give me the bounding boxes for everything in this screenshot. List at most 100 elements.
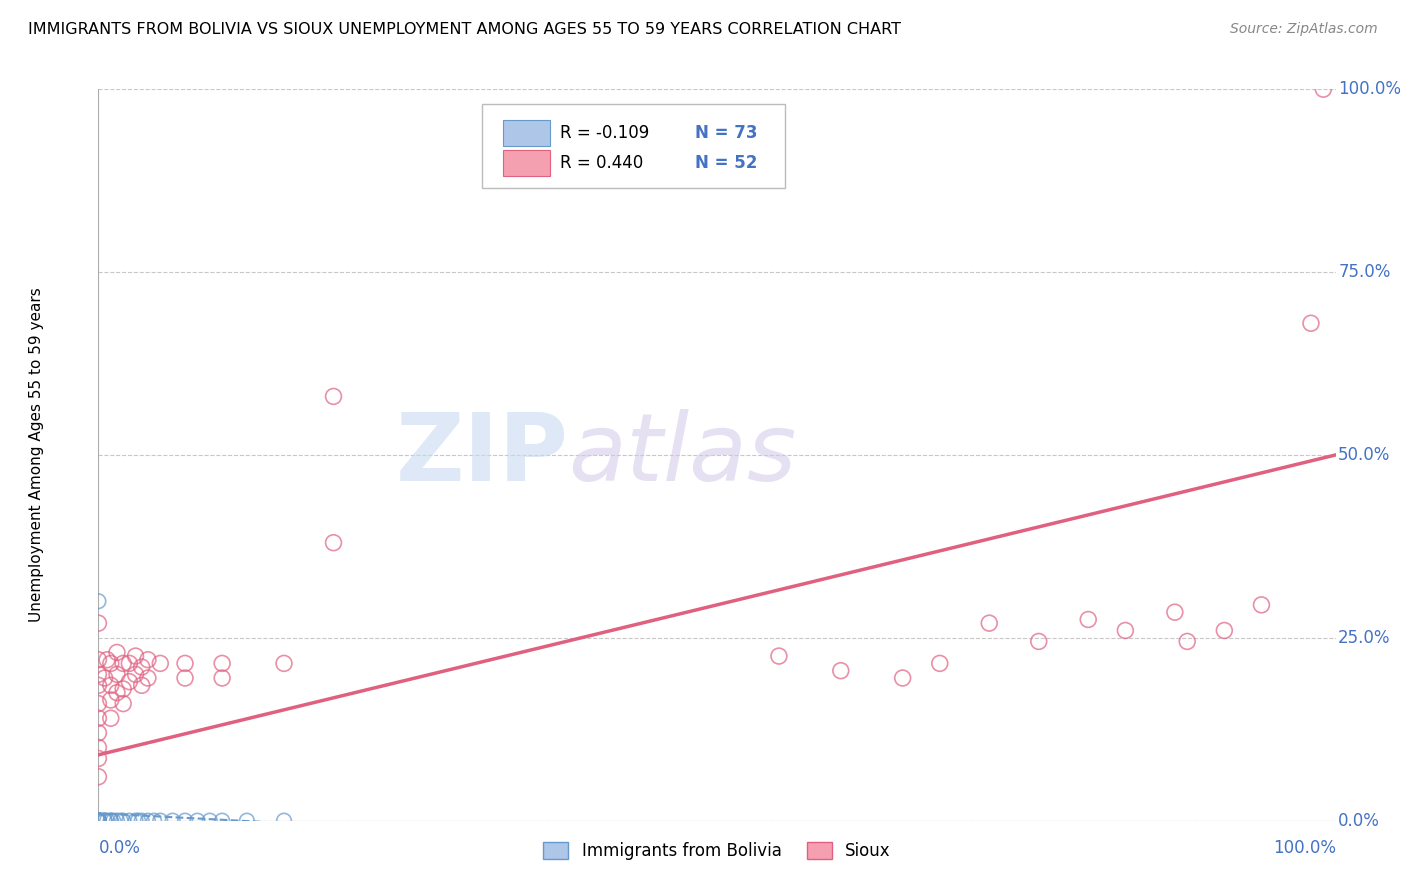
Point (118, 674, 141, 689)
Point (87, 814, 110, 828)
Point (96, 653, 118, 667)
Point (87, 814, 110, 828)
Point (87, 814, 110, 828)
Point (322, 389, 344, 403)
Point (87, 814, 110, 828)
Point (87, 814, 110, 828)
Point (928, 657, 950, 671)
Point (103, 814, 125, 828)
Text: Source: ZipAtlas.com: Source: ZipAtlas.com (1230, 22, 1378, 37)
Point (174, 657, 197, 671)
Point (100, 711, 122, 725)
Point (87, 726, 110, 740)
Text: 0.0%: 0.0% (1339, 812, 1381, 830)
Text: 75.0%: 75.0% (1339, 263, 1391, 281)
Point (96, 814, 118, 828)
Point (87, 814, 110, 828)
Point (87, 814, 110, 828)
Text: 100.0%: 100.0% (1272, 838, 1336, 857)
Point (100, 657, 122, 671)
Point (1250, 598, 1272, 612)
Point (87, 697, 110, 711)
Text: ZIP: ZIP (395, 409, 568, 501)
Point (162, 814, 184, 828)
Point (127, 814, 149, 828)
Point (110, 814, 132, 828)
Point (87, 814, 110, 828)
Point (124, 667, 146, 681)
Point (198, 814, 221, 828)
Point (87, 770, 110, 784)
Text: atlas: atlas (568, 409, 797, 500)
Point (273, 814, 295, 828)
Point (87, 814, 110, 828)
Point (143, 814, 166, 828)
Point (87, 814, 110, 828)
Point (93, 671, 115, 685)
Text: 0.0%: 0.0% (98, 838, 141, 857)
Point (112, 697, 135, 711)
Point (979, 616, 1001, 631)
Point (87, 814, 110, 828)
Point (124, 649, 146, 664)
Point (87, 814, 110, 828)
Point (136, 653, 159, 667)
Point (87, 814, 110, 828)
Legend: Immigrants from Bolivia, Sioux: Immigrants from Bolivia, Sioux (537, 836, 897, 867)
Point (105, 667, 128, 681)
Text: N = 52: N = 52 (695, 153, 758, 172)
Point (87, 814, 110, 828)
Point (105, 686, 128, 700)
Point (100, 814, 122, 828)
Text: R = 0.440: R = 0.440 (560, 153, 643, 172)
Point (186, 814, 208, 828)
Point (149, 657, 172, 671)
Point (87, 814, 110, 828)
Point (136, 814, 159, 828)
Point (211, 671, 233, 685)
Point (87, 814, 110, 828)
Point (87, 814, 110, 828)
Point (124, 814, 146, 828)
Point (87, 814, 110, 828)
Point (87, 667, 110, 681)
Point (87, 814, 110, 828)
Point (100, 678, 122, 692)
Point (1299, 316, 1322, 330)
Point (87, 814, 110, 828)
Point (322, 535, 344, 549)
Text: Unemployment Among Ages 55 to 59 years: Unemployment Among Ages 55 to 59 years (30, 287, 44, 623)
Point (87, 814, 110, 828)
Point (149, 814, 172, 828)
Point (87, 814, 110, 828)
Point (131, 660, 153, 674)
Point (112, 814, 135, 828)
Point (105, 645, 128, 659)
Point (87, 814, 110, 828)
Point (131, 814, 153, 828)
Point (100, 814, 122, 828)
Point (87, 814, 110, 828)
Point (174, 671, 197, 685)
FancyBboxPatch shape (503, 150, 550, 176)
Point (236, 814, 259, 828)
Point (105, 814, 128, 828)
Point (87, 814, 110, 828)
Point (87, 814, 110, 828)
Point (87, 740, 110, 755)
Point (1114, 624, 1136, 638)
Point (93, 814, 115, 828)
Point (1213, 624, 1236, 638)
Point (100, 693, 122, 707)
Point (112, 657, 135, 671)
Point (1077, 613, 1099, 627)
Point (87, 814, 110, 828)
Point (87, 814, 110, 828)
Point (87, 814, 110, 828)
Point (112, 681, 135, 696)
Point (87, 616, 110, 631)
Point (87, 814, 110, 828)
Point (1175, 634, 1198, 648)
Point (87, 678, 110, 692)
Point (118, 814, 141, 828)
